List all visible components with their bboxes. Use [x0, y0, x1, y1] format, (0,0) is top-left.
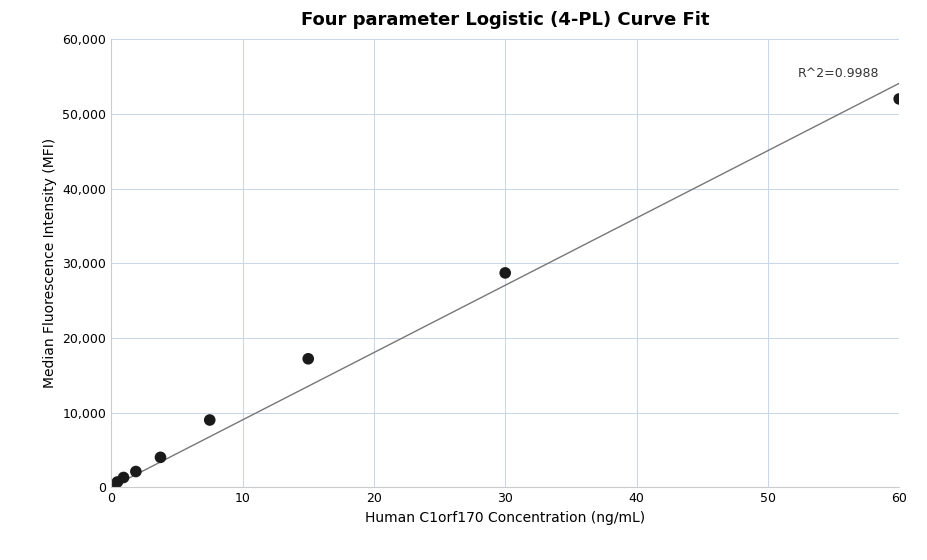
Title: Four parameter Logistic (4-PL) Curve Fit: Four parameter Logistic (4-PL) Curve Fit [301, 11, 709, 29]
Point [153, 453, 168, 462]
Point [892, 95, 907, 104]
Point [300, 354, 315, 363]
Text: R^2=0.9988: R^2=0.9988 [798, 67, 880, 80]
X-axis label: Human C1orf170 Concentration (ng/mL): Human C1orf170 Concentration (ng/mL) [365, 511, 645, 525]
Point [498, 268, 513, 277]
Point [107, 480, 121, 489]
Point [202, 416, 217, 424]
Point [116, 473, 131, 482]
Point [110, 478, 125, 487]
Y-axis label: Median Fluorescence Intensity (MFI): Median Fluorescence Intensity (MFI) [43, 138, 57, 388]
Point [129, 467, 144, 476]
